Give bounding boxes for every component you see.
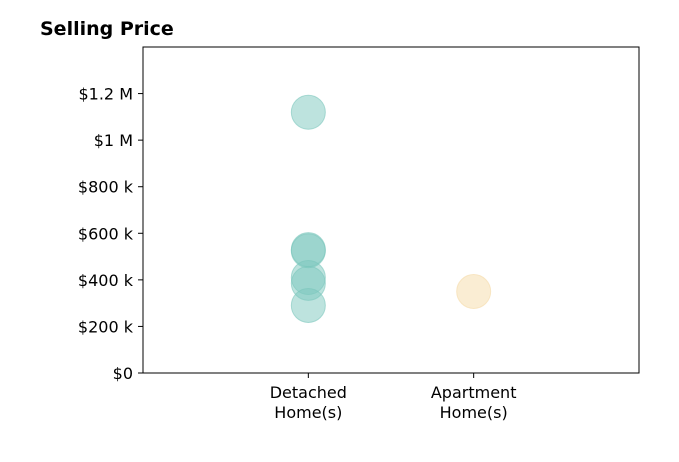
data-point [290, 94, 326, 130]
plot-area [142, 46, 640, 374]
y-tick-label: $400 k [78, 271, 134, 290]
y-tick-label: $200 k [78, 317, 134, 336]
data-point [456, 274, 492, 309]
y-tick-label: $600 k [78, 224, 134, 243]
y-tick-label: $1.2 M [78, 85, 133, 104]
y-axis: $0 $200 k $400 k $600 k $800 k $1 M $1.2 M [78, 85, 143, 383]
x-tick-label: Detached [270, 383, 347, 402]
y-tick-label: $1 M [94, 131, 133, 150]
x-tick-label: Home(s) [440, 403, 508, 422]
y-tick-label: $0 [113, 364, 133, 383]
data-point [290, 287, 326, 323]
chart-title: Selling Price [40, 18, 174, 40]
x-tick-label: Apartment [431, 383, 517, 402]
x-tick-label: Home(s) [274, 403, 342, 422]
data-points [290, 94, 492, 323]
y-tick-label: $800 k [78, 178, 134, 197]
